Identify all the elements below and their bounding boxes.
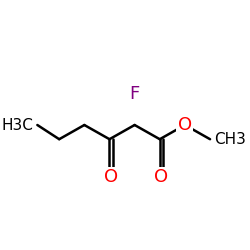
Text: CH3: CH3: [214, 132, 246, 147]
Text: H3C: H3C: [2, 118, 34, 132]
Text: O: O: [178, 116, 192, 134]
Text: O: O: [154, 168, 168, 186]
Text: F: F: [130, 86, 140, 103]
Text: O: O: [104, 168, 118, 186]
